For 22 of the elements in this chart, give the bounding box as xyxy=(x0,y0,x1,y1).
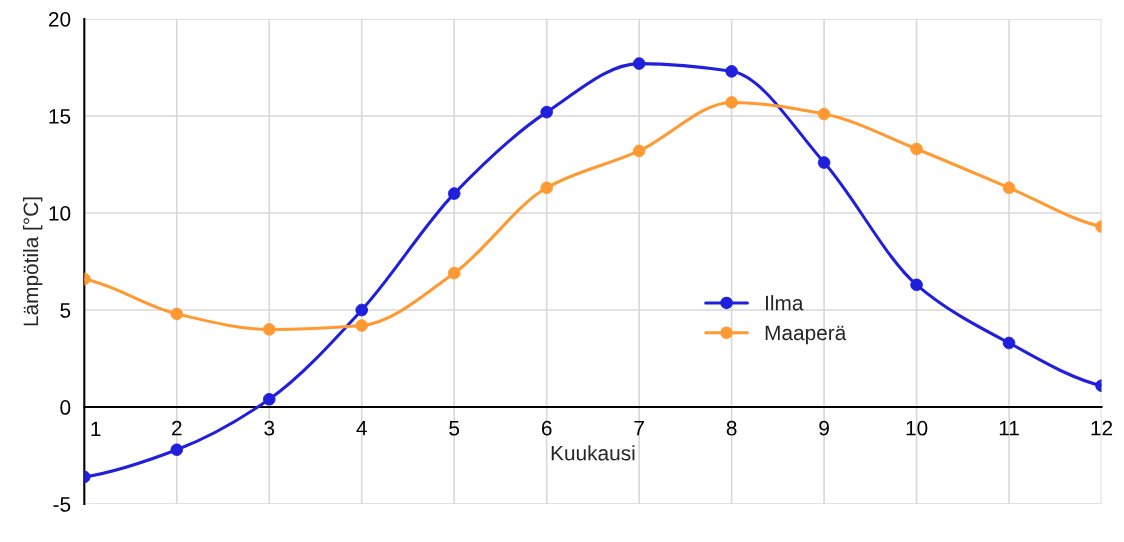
x-tick-label: 10 xyxy=(906,420,928,436)
legend-label: Maaperä xyxy=(765,325,847,345)
x-tick-label: 11 xyxy=(999,421,1019,436)
x-tick-label: 3 xyxy=(264,420,275,436)
x-tick-label: 8 xyxy=(726,420,737,436)
y-tick-label: 0 xyxy=(60,400,71,415)
y-tick-label: 20 xyxy=(48,11,71,27)
x-axis-title: Kuukausi xyxy=(551,445,635,461)
x-tick-label: 1 xyxy=(91,421,101,437)
x-tick-label: 4 xyxy=(356,421,367,436)
x-tick-label: 12 xyxy=(1091,420,1113,436)
x-tick-label: 5 xyxy=(449,421,460,436)
x-tick-label: 6 xyxy=(541,420,552,436)
y-tick-label: 5 xyxy=(60,303,71,318)
x-tick-label: 9 xyxy=(819,420,829,436)
x-tick-label: 2 xyxy=(172,420,182,436)
y-tick-label: 10 xyxy=(49,206,71,221)
legend-label: Ilma xyxy=(765,295,804,311)
y-tick-label: -5 xyxy=(53,497,71,512)
y-tick-label: 15 xyxy=(49,109,71,124)
x-tick-label: 7 xyxy=(634,421,644,436)
y-axis-title: Lämpötila [°C] xyxy=(22,197,43,326)
